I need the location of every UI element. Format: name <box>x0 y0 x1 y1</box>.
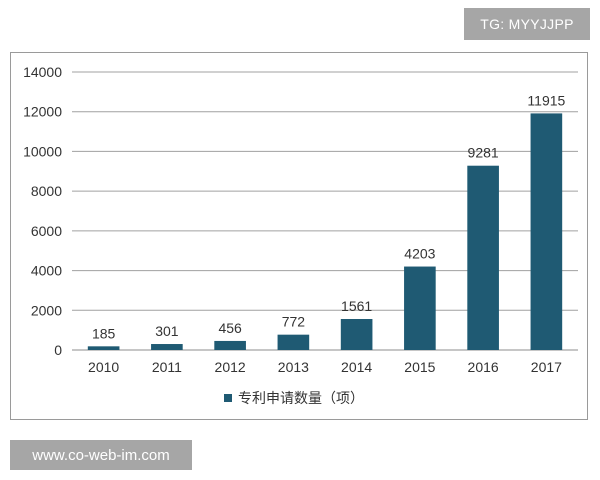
x-tick-label: 2014 <box>341 359 372 375</box>
chart-legend: 专利申请数量（项） <box>224 388 364 408</box>
data-label: 4203 <box>404 246 435 262</box>
bar <box>340 319 373 350</box>
data-label: 11915 <box>527 92 565 108</box>
watermark-bottom: www.co-web-im.com <box>10 440 192 470</box>
x-tick-label: 2013 <box>278 359 309 375</box>
data-label: 1561 <box>341 298 372 314</box>
y-tick-label: 4000 <box>31 263 62 279</box>
y-tick-label: 2000 <box>31 302 62 318</box>
bar <box>151 344 183 350</box>
x-tick-label: 2016 <box>468 359 499 375</box>
data-label: 301 <box>155 323 179 339</box>
x-tick-label: 2015 <box>404 359 435 375</box>
bar <box>277 334 310 350</box>
legend-swatch <box>224 394 232 402</box>
x-tick-label: 2011 <box>152 359 182 375</box>
y-tick-label: 6000 <box>31 223 62 239</box>
data-label: 772 <box>282 314 306 330</box>
bar <box>467 165 499 350</box>
y-tick-label: 14000 <box>23 64 62 80</box>
y-tick-label: 12000 <box>23 104 62 120</box>
y-tick-label: 0 <box>54 342 62 358</box>
x-tick-label: 2017 <box>531 359 562 375</box>
data-label: 456 <box>218 320 242 336</box>
x-tick-label: 2010 <box>88 359 119 375</box>
data-label: 185 <box>92 325 116 341</box>
y-tick-label: 8000 <box>31 183 62 199</box>
legend-label: 专利申请数量（项） <box>238 391 364 407</box>
watermark-top: TG: MYYJJPP <box>464 8 590 40</box>
x-tick-label: 2012 <box>215 359 246 375</box>
data-label: 9281 <box>468 145 499 161</box>
bar <box>530 113 563 350</box>
bar <box>214 340 246 350</box>
y-tick-label: 10000 <box>23 143 62 159</box>
bar <box>87 346 120 350</box>
bar <box>404 266 436 350</box>
